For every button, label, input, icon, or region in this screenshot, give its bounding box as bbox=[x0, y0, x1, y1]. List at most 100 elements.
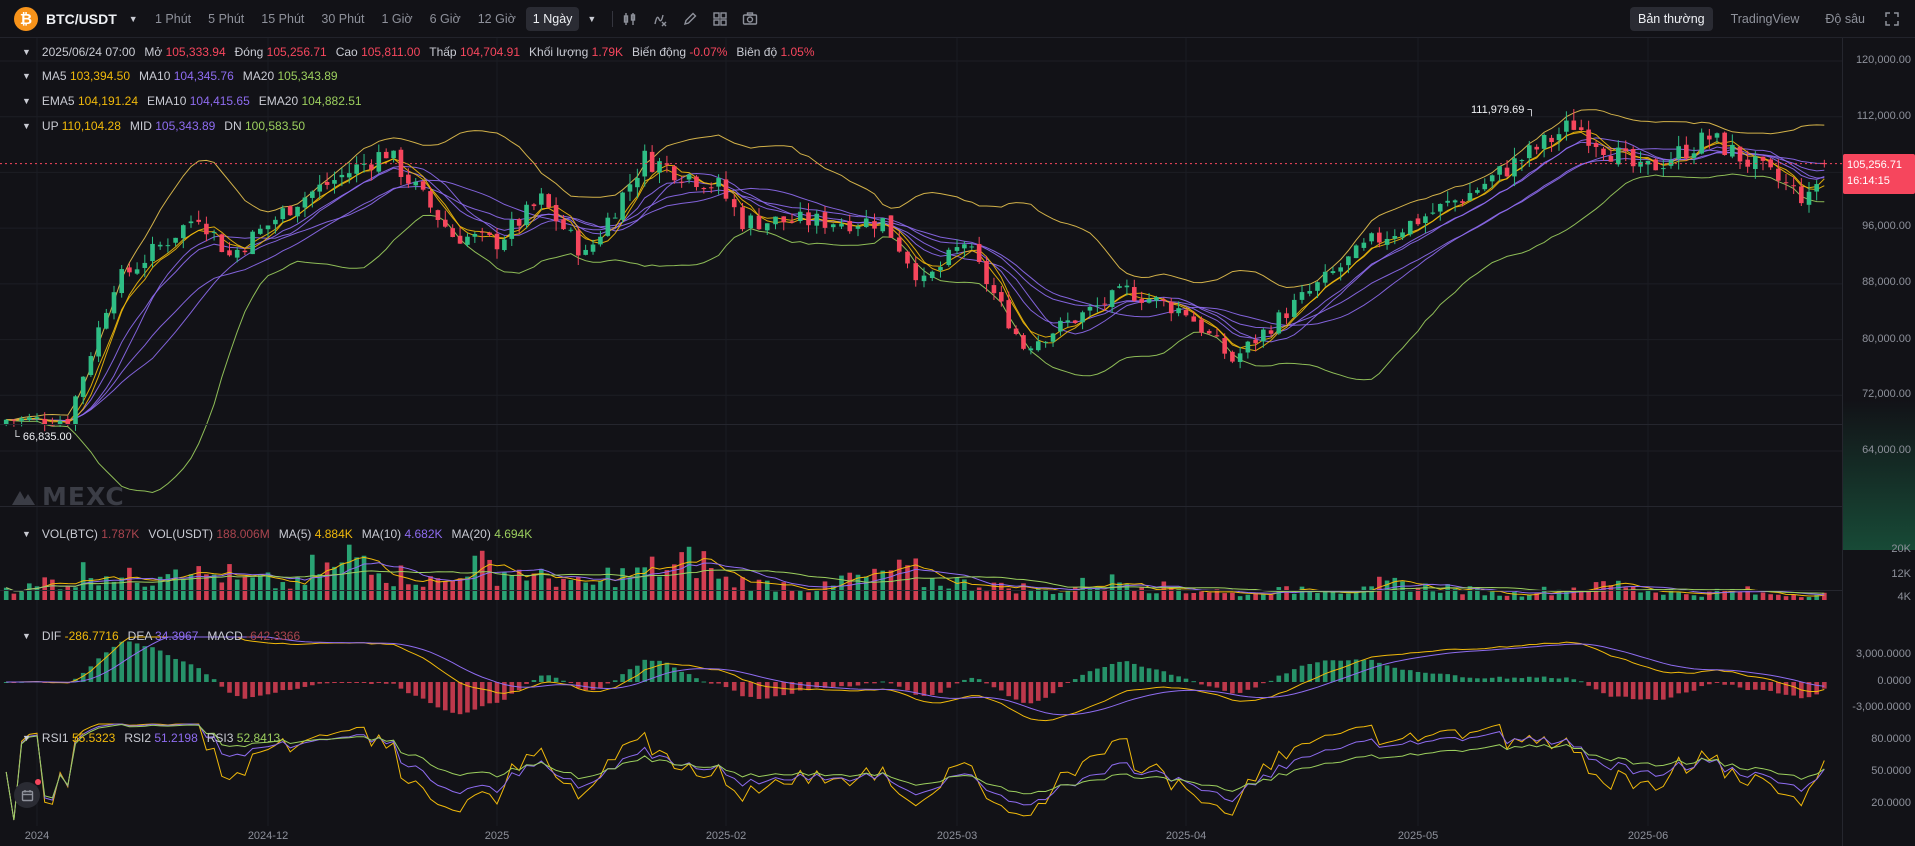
volume-bar bbox=[1377, 576, 1382, 600]
volume-bar bbox=[1139, 586, 1144, 600]
macd-histogram-bar bbox=[119, 641, 124, 682]
collapse-chevron-icon[interactable]: ▼ bbox=[22, 96, 31, 106]
pencil-icon[interactable] bbox=[681, 10, 699, 28]
volume-bar bbox=[134, 582, 140, 600]
macd-histogram-bar bbox=[1822, 682, 1827, 689]
indicator-icon[interactable] bbox=[651, 10, 669, 28]
pane-divider[interactable] bbox=[0, 506, 1842, 507]
macd-histogram-bar bbox=[442, 682, 448, 711]
candle-body bbox=[1578, 127, 1584, 131]
collapse-chevron-icon[interactable]: ▼ bbox=[22, 529, 31, 539]
macd-histogram-bar bbox=[1684, 682, 1689, 693]
volume-bar bbox=[1206, 592, 1212, 600]
interval-tab[interactable]: 12 Giờ bbox=[477, 11, 516, 26]
volume-bar bbox=[3, 587, 9, 600]
calendar-icon[interactable] bbox=[14, 782, 40, 808]
candle-body bbox=[1315, 282, 1320, 291]
volume-bar bbox=[1722, 589, 1727, 600]
candle-body bbox=[165, 245, 171, 247]
ema10-label: EMA10 bbox=[147, 94, 187, 108]
candle-body bbox=[73, 396, 78, 426]
volume-bar bbox=[242, 576, 248, 600]
candle-body bbox=[1299, 292, 1305, 300]
volume-bar bbox=[19, 591, 24, 600]
volume-bar bbox=[1497, 595, 1502, 600]
volume-bar bbox=[781, 582, 787, 600]
macd-histogram-bar bbox=[96, 658, 101, 682]
macd-histogram-bar bbox=[1050, 682, 1056, 694]
volume-bar bbox=[273, 588, 278, 600]
volume-bar bbox=[428, 576, 433, 600]
volume-bar bbox=[11, 593, 17, 600]
symbol-selector[interactable]: ₿ BTC/USDT ▼ bbox=[0, 6, 148, 31]
tab-normal-view[interactable]: Bản thường bbox=[1629, 7, 1713, 31]
dif-line bbox=[6, 636, 1825, 722]
macd-histogram-bar bbox=[354, 682, 359, 683]
macd-histogram-bar bbox=[1245, 682, 1251, 690]
candle-type-icon[interactable] bbox=[621, 10, 639, 28]
time-tick-label: 2025 bbox=[484, 830, 510, 842]
interval-tab[interactable]: 30 Phút bbox=[321, 11, 365, 26]
last-price-value: 105,256.71 bbox=[1847, 159, 1903, 171]
macd-histogram-bar bbox=[157, 650, 163, 682]
candle-body bbox=[1676, 146, 1681, 159]
camera-icon[interactable] bbox=[741, 10, 759, 28]
volume-bar bbox=[642, 567, 648, 600]
time-axis[interactable]: 2024 2024-12 2025 2025-02 2025-03 2025-04 2025… bbox=[0, 826, 1842, 846]
macd-histogram-bar bbox=[969, 677, 975, 682]
macd-histogram-bar bbox=[450, 682, 455, 713]
collapse-chevron-icon[interactable]: ▼ bbox=[22, 733, 31, 743]
collapse-chevron-icon[interactable]: ▼ bbox=[22, 47, 31, 57]
macd-histogram-bar bbox=[1497, 676, 1502, 682]
pane-divider[interactable] bbox=[0, 424, 1842, 425]
macd-histogram-bar bbox=[1214, 682, 1220, 688]
candle-body bbox=[1307, 291, 1313, 294]
macd-histogram-bar bbox=[1058, 682, 1063, 688]
candle-body bbox=[1102, 303, 1108, 305]
candle-body bbox=[1452, 200, 1458, 203]
volume-bar bbox=[406, 584, 411, 600]
axis-tick-label: 3,000.0000 bbox=[1855, 648, 1911, 660]
candle-body bbox=[1489, 175, 1495, 182]
candle-body bbox=[487, 232, 492, 235]
volume-bar bbox=[88, 578, 94, 600]
interval-tab[interactable]: 1 Ngày bbox=[525, 6, 580, 31]
chart-canvas[interactable] bbox=[0, 38, 1842, 826]
interval-tab[interactable]: 6 Giờ bbox=[429, 11, 461, 26]
axis-tick-label: 20.0000 bbox=[1871, 797, 1911, 809]
candle-countdown: 16:14:15 bbox=[1847, 175, 1890, 187]
low-label: Thấp bbox=[429, 45, 457, 59]
candle-body bbox=[1668, 160, 1674, 166]
interval-tab[interactable]: 5 Phút bbox=[208, 11, 245, 26]
macd-histogram-bar bbox=[1745, 682, 1750, 691]
macd-histogram-bar bbox=[1322, 660, 1328, 682]
macd-histogram-bar bbox=[583, 682, 588, 691]
fullscreen-icon[interactable] bbox=[1883, 10, 1901, 28]
volume-bar bbox=[413, 584, 419, 600]
pane-divider[interactable] bbox=[0, 590, 1842, 591]
interval-tab[interactable]: 1 Phút bbox=[155, 11, 192, 26]
macd-histogram-bar bbox=[806, 682, 811, 691]
macd-histogram-bar bbox=[509, 682, 515, 694]
tool-buttons bbox=[621, 10, 759, 28]
interval-dropdown-icon[interactable]: ▼ bbox=[587, 13, 597, 24]
layout-icon[interactable] bbox=[711, 10, 729, 28]
interval-tab[interactable]: 1 Giờ bbox=[381, 11, 413, 26]
macd-histogram-bar bbox=[1460, 677, 1465, 682]
tab-tradingview[interactable]: TradingView bbox=[1730, 12, 1800, 26]
rsi2-line bbox=[5, 723, 1825, 821]
collapse-chevron-icon[interactable]: ▼ bbox=[22, 71, 31, 81]
macd-legend: ▼ DIF -286.7716 DEA 34.3967 MACD -642.33… bbox=[22, 629, 300, 643]
axis-tick-label: 112,000.00 bbox=[1856, 110, 1911, 122]
collapse-chevron-icon[interactable]: ▼ bbox=[22, 631, 31, 641]
volume-bar bbox=[880, 570, 886, 600]
volume-bar bbox=[1199, 591, 1204, 600]
collapse-chevron-icon[interactable]: ▼ bbox=[22, 121, 31, 131]
interval-tab[interactable]: 15 Phút bbox=[261, 11, 305, 26]
tab-depth[interactable]: Độ sâu bbox=[1825, 12, 1865, 26]
macd-histogram-bar bbox=[1814, 682, 1819, 695]
volume-bar bbox=[938, 585, 943, 600]
candle-body bbox=[1284, 313, 1289, 319]
volume-bar bbox=[1087, 589, 1093, 600]
volume-bar bbox=[575, 577, 581, 600]
